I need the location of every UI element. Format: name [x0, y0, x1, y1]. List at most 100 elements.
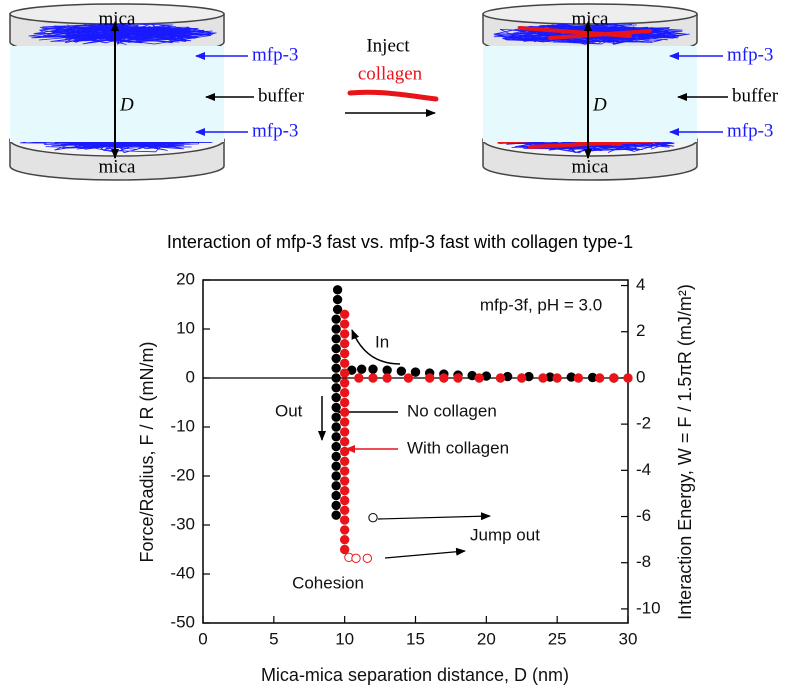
data-point: [552, 373, 562, 383]
data-point: [331, 432, 341, 442]
y-tick-label: -10: [170, 416, 195, 435]
buffer-region: [10, 46, 224, 142]
data-point: [474, 373, 484, 383]
data-point: [339, 515, 350, 525]
data-point: [339, 525, 350, 535]
y2-tick-label: -6: [636, 506, 651, 525]
data-point: [331, 373, 341, 383]
x-tick-label: 25: [548, 629, 567, 648]
data-point: [382, 373, 392, 383]
data-point: [339, 309, 350, 319]
data-point: [339, 417, 350, 427]
mica-plate: [9, 3, 225, 56]
annotation: Cohesion: [292, 573, 364, 592]
mfp-3-label: mfp-3: [252, 120, 298, 141]
data-point: [331, 343, 341, 354]
data-point: [339, 535, 350, 545]
y2-tick-label: 0: [636, 367, 645, 386]
data-point: [368, 373, 378, 383]
x-tick-label: 15: [406, 629, 425, 648]
x-tick-label: 30: [619, 629, 638, 648]
y-tick-label: -50: [170, 612, 195, 631]
data-point: [339, 348, 350, 359]
data-point: [331, 314, 341, 324]
data-point: [332, 304, 343, 315]
data-point: [339, 358, 350, 368]
buffer-label: buffer: [258, 85, 305, 106]
y-tick-label: -30: [170, 514, 195, 533]
data-point: [331, 412, 341, 422]
data-point: [351, 553, 361, 564]
annotation: mfp-3f, pH = 3.0: [480, 295, 602, 314]
mfp-3-label: mfp-3: [727, 120, 773, 141]
y-axis-label: Force/Radius, F / R (mN/m): [137, 341, 157, 562]
data-point: [439, 373, 449, 383]
data-point: [339, 495, 350, 506]
distance-label: D: [119, 94, 134, 115]
collagen-label: collagen: [358, 63, 423, 84]
x-axis-label: Mica-mica separation distance, D (nm): [261, 665, 569, 685]
y2-tick-label: -8: [636, 552, 651, 571]
data-point: [339, 388, 350, 398]
data-point: [396, 366, 407, 376]
data-point: [331, 490, 341, 501]
data-point: [331, 510, 341, 520]
annotation: Jump out: [470, 525, 540, 544]
data-point: [382, 365, 392, 375]
data-point: [332, 285, 343, 295]
x-tick-label: 20: [477, 629, 496, 648]
data-point: [339, 476, 350, 486]
data-point: [339, 339, 350, 349]
arrow: [351, 329, 401, 365]
buffer-region: [483, 46, 697, 142]
y2-tick-label: 2: [636, 321, 645, 340]
data-point: [331, 324, 341, 334]
mica-label: mica: [99, 156, 136, 177]
data-point: [331, 422, 341, 432]
data-point: [331, 402, 341, 413]
data-point: [331, 383, 341, 393]
mica-label: mica: [99, 8, 136, 29]
mfp-3-label: mfp-3: [727, 44, 773, 65]
data-point: [339, 437, 350, 447]
buffer-label: buffer: [732, 85, 779, 106]
data-point: [594, 373, 605, 383]
y-tick-label: 10: [176, 318, 195, 337]
collagen-strand: [347, 89, 439, 102]
data-point: [362, 553, 373, 564]
arrow: [377, 512, 491, 521]
data-point: [339, 378, 350, 388]
y-tick-label: 20: [176, 269, 195, 288]
data-point: [623, 373, 633, 383]
data-point: [453, 373, 463, 383]
data-point: [339, 329, 350, 339]
collagen-strand: [548, 29, 652, 40]
data-point: [538, 373, 548, 383]
data-point: [368, 364, 378, 374]
y2-tick-label: -4: [636, 460, 651, 479]
mica-label: mica: [572, 156, 609, 177]
data-point: [339, 368, 350, 378]
y-tick-label: -20: [170, 465, 195, 484]
data-point: [331, 471, 341, 481]
x-tick-label: 10: [335, 629, 354, 648]
data-point: [331, 481, 341, 491]
data-point: [517, 373, 527, 383]
x-tick-label: 0: [198, 629, 207, 648]
data-point: [339, 446, 350, 457]
data-point: [495, 373, 506, 383]
legend-label: No collagen: [407, 401, 497, 420]
data-point: [331, 461, 341, 471]
annotation: In: [375, 332, 389, 351]
data-point: [331, 363, 341, 373]
data-point: [331, 500, 341, 511]
data-point: [339, 319, 350, 329]
data-point: [339, 397, 350, 408]
annotation: Out: [275, 401, 303, 420]
data-point: [331, 441, 341, 452]
chart: Interaction of mfp-3 fast vs. mfp-3 fast…: [137, 232, 695, 685]
legend-label: With collagen: [407, 438, 509, 457]
data-point: [339, 544, 350, 555]
